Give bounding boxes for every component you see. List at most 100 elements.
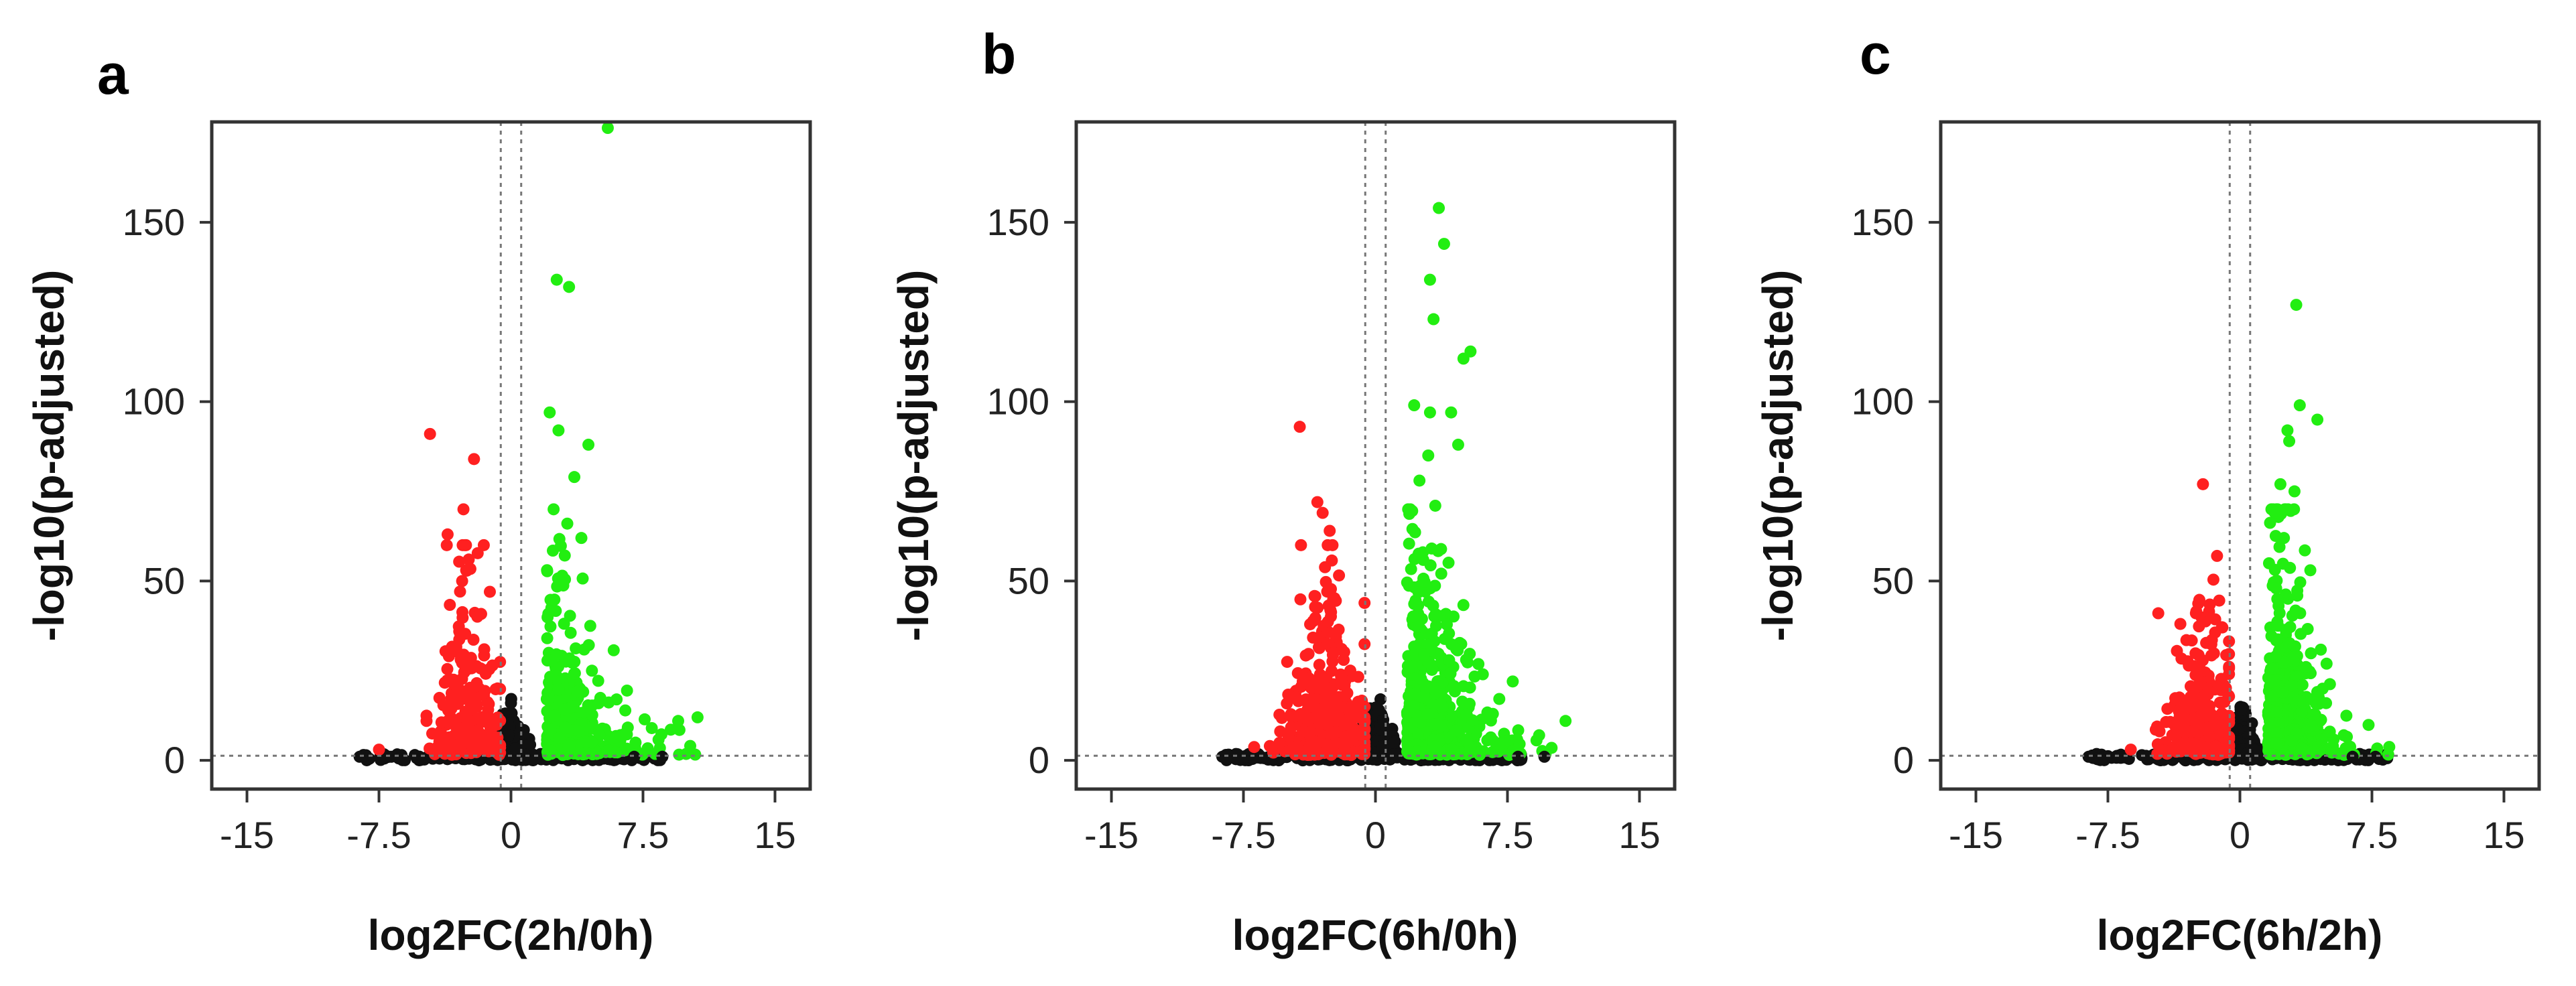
point-a-down [452, 721, 464, 734]
point-c-down [2213, 594, 2226, 607]
point-b-up [1476, 668, 1489, 681]
point-c-down [2185, 634, 2198, 647]
point-b-down [1322, 539, 1334, 551]
x-tick-label-c-4: 15 [2483, 814, 2524, 856]
point-c-up [2270, 706, 2283, 719]
point-b-down [1326, 655, 1339, 668]
point-b-up [1411, 745, 1423, 758]
point-b-up [1427, 313, 1440, 326]
point-c-down [2189, 668, 2202, 681]
point-c-up [2266, 677, 2278, 689]
point-a-up [664, 723, 677, 736]
point-b-up [1450, 724, 1462, 737]
point-a-ns [656, 750, 669, 763]
point-a-down [478, 685, 491, 697]
point-c-up [2382, 748, 2394, 761]
point-b-down [1304, 618, 1317, 630]
point-c-up [2271, 593, 2284, 606]
x-tick-label-a-0: -15 [220, 814, 274, 856]
point-c-up [2278, 656, 2291, 668]
point-b-up [1412, 586, 1425, 599]
point-c-down [2187, 660, 2200, 673]
point-c-down [2207, 573, 2219, 586]
point-c-up [2315, 643, 2327, 656]
y-tick-label-b-2: 100 [987, 380, 1049, 423]
point-a-up [610, 693, 623, 706]
point-a-up [557, 579, 570, 592]
point-b-down [1273, 736, 1286, 749]
point-b-up [1427, 681, 1439, 694]
plot-frame-b [1074, 120, 1677, 791]
point-c-down [2209, 683, 2221, 696]
point-a-down [478, 649, 491, 662]
point-c-up [2323, 725, 2336, 738]
point-b-up [1457, 352, 1470, 365]
point-a-up [629, 736, 642, 749]
point-b-down [1297, 675, 1309, 688]
point-a-up [548, 593, 561, 606]
point-a-ns [502, 729, 515, 742]
point-a-up [619, 744, 631, 757]
point-a-down [462, 553, 475, 566]
point-a-down [438, 677, 451, 689]
point-a-up [615, 729, 627, 742]
point-a-up [553, 533, 566, 545]
point-c-up [2282, 503, 2295, 516]
point-b-down [1344, 664, 1356, 677]
x-tick-label-b-2: 0 [1365, 814, 1386, 856]
point-b-down [1339, 690, 1352, 703]
point-a-down [373, 744, 385, 756]
point-b-up [1425, 542, 1438, 555]
point-b-up [1405, 563, 1417, 575]
point-b-up [1429, 608, 1442, 620]
point-c-down [2152, 607, 2165, 620]
point-a-up [563, 740, 576, 752]
point-c-up [2276, 557, 2289, 570]
point-b-down [1321, 585, 1334, 598]
point-b-down [1289, 748, 1301, 761]
point-b-up [1429, 718, 1441, 731]
point-c-up [2311, 413, 2324, 426]
point-c-up [2273, 607, 2286, 620]
point-c-up [2304, 564, 2317, 577]
point-b-up [1412, 729, 1425, 742]
point-b-up [1426, 660, 1439, 673]
point-c-up [2278, 532, 2291, 545]
point-c-up [2291, 589, 2304, 602]
point-b-down [1358, 638, 1371, 650]
point-b-up [1433, 202, 1445, 214]
point-a-up [558, 703, 571, 716]
point-b-ns [1376, 740, 1389, 752]
point-b-down [1345, 711, 1358, 724]
point-b-down [1295, 539, 1307, 551]
point-c-up [2270, 582, 2282, 595]
point-a-up [571, 685, 584, 698]
point-b-up [1405, 661, 1418, 674]
point-b-down [1289, 691, 1302, 703]
point-b-down [1338, 679, 1351, 692]
point-b-ns [1538, 750, 1551, 763]
point-a-down [471, 547, 484, 559]
x-tick-label-b-0: -15 [1084, 814, 1139, 856]
point-a-ns [505, 697, 517, 709]
point-b-up [1407, 610, 1419, 623]
point-b-up [1440, 618, 1453, 631]
point-c-ns [2346, 750, 2359, 763]
point-b-down [1293, 421, 1306, 433]
point-b-down [1326, 554, 1338, 567]
x-tick-label-a-4: 15 [754, 814, 795, 856]
point-b-up [1444, 667, 1457, 680]
point-c-up [2305, 647, 2317, 660]
point-c-up [2323, 678, 2336, 691]
point-a-up [601, 122, 614, 134]
point-b-down [1263, 740, 1276, 752]
point-a-down [437, 699, 450, 711]
x-tick-label-b-3: 7.5 [1482, 814, 1534, 856]
point-a-up [586, 664, 598, 677]
point-c-up [2362, 719, 2375, 731]
point-a-down [460, 654, 472, 667]
y-tick-label-b-0: 0 [1029, 739, 1049, 781]
point-b-down [1313, 642, 1326, 654]
